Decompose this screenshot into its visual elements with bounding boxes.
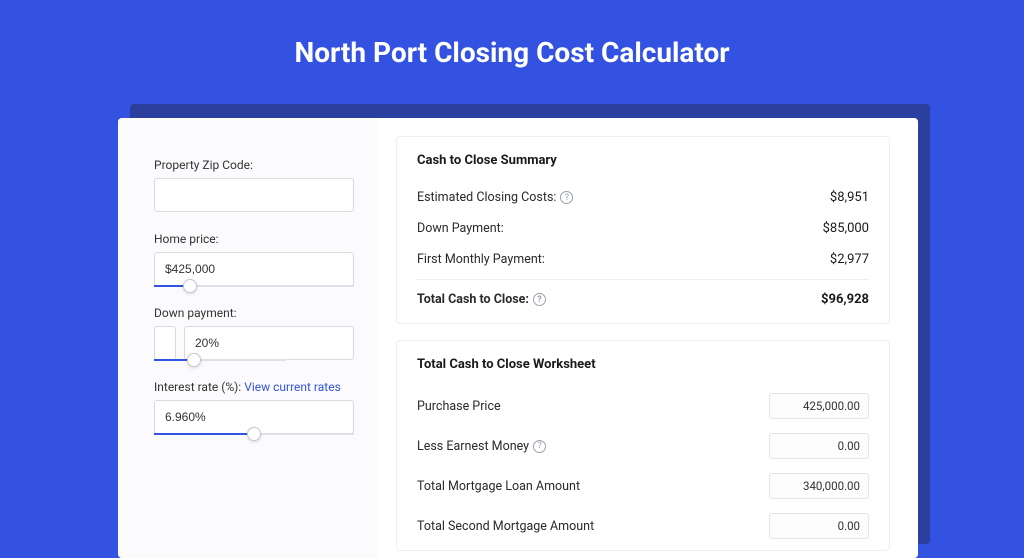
help-icon[interactable]: ? — [560, 191, 573, 204]
worksheet-rows: Purchase Price 425,000.00 Less Earnest Mon… — [417, 386, 869, 546]
view-rates-link[interactable]: View current rates — [244, 380, 341, 394]
summary-row-value: $2,977 — [830, 252, 869, 267]
worksheet-row: Less Earnest Money? 0.00 — [417, 426, 869, 466]
worksheet-row: Purchase Price 425,000.00 — [417, 386, 869, 426]
interest-rate-label-text: Interest rate (%): — [154, 380, 241, 394]
summary-row-label: Total Cash to Close:? — [417, 292, 546, 307]
summary-row-label: Down Payment: — [417, 221, 504, 236]
worksheet-title: Total Cash to Close Worksheet — [417, 357, 869, 372]
down-payment-group: Down payment: — [154, 306, 354, 360]
help-icon[interactable]: ? — [533, 293, 546, 306]
worksheet-panel: Total Cash to Close Worksheet Purchase P… — [396, 340, 890, 551]
zip-group: Property Zip Code: — [154, 158, 354, 212]
worksheet-row-label: Less Earnest Money? — [417, 439, 546, 454]
home-price-group: Home price: — [154, 232, 354, 286]
interest-rate-slider-thumb[interactable] — [247, 427, 261, 441]
down-payment-row — [154, 326, 354, 360]
worksheet-row-value[interactable]: 0.00 — [769, 433, 869, 459]
summary-rows: Estimated Closing Costs:? $8,951 Down Paym… — [417, 182, 869, 315]
worksheet-row-value[interactable]: 425,000.00 — [769, 393, 869, 419]
zip-input[interactable] — [154, 178, 354, 212]
down-payment-label: Down payment: — [154, 306, 354, 320]
home-price-slider-thumb[interactable] — [183, 279, 197, 293]
summary-row: Down Payment: $85,000 — [417, 213, 869, 244]
down-payment-pct-input[interactable] — [184, 326, 354, 360]
interest-rate-slider-fill — [154, 433, 254, 435]
summary-row: First Monthly Payment: $2,977 — [417, 244, 869, 275]
help-icon[interactable]: ? — [533, 440, 546, 453]
results-column: Cash to Close Summary Estimated Closing … — [378, 118, 918, 558]
worksheet-row-value[interactable]: 0.00 — [769, 513, 869, 539]
down-payment-input[interactable] — [154, 326, 176, 360]
interest-rate-group: Interest rate (%): View current rates — [154, 380, 354, 434]
home-price-label: Home price: — [154, 232, 354, 246]
summary-title: Cash to Close Summary — [417, 153, 869, 168]
down-payment-slider-thumb[interactable] — [187, 353, 201, 367]
summary-panel: Cash to Close Summary Estimated Closing … — [396, 136, 890, 324]
worksheet-row: Total Mortgage Loan Amount 340,000.00 — [417, 466, 869, 506]
zip-label: Property Zip Code: — [154, 158, 354, 172]
form-column: Property Zip Code: Home price: Down paym… — [118, 118, 378, 558]
summary-row-value: $96,928 — [821, 292, 869, 307]
worksheet-row-label: Purchase Price — [417, 399, 501, 414]
summary-row: Total Cash to Close:? $96,928 — [417, 279, 869, 315]
worksheet-row: Total Second Mortgage Amount 0.00 — [417, 506, 869, 546]
calculator-card: Property Zip Code: Home price: Down paym… — [118, 118, 918, 558]
interest-rate-slider-wrap — [154, 400, 354, 434]
summary-row-label: First Monthly Payment: — [417, 252, 545, 267]
summary-row-label: Estimated Closing Costs:? — [417, 190, 573, 205]
worksheet-row-label: Total Second Mortgage Amount — [417, 519, 594, 534]
summary-row-value: $85,000 — [823, 221, 869, 236]
worksheet-row-label: Total Mortgage Loan Amount — [417, 479, 580, 494]
worksheet-row-value[interactable]: 340,000.00 — [769, 473, 869, 499]
summary-row: Estimated Closing Costs:? $8,951 — [417, 182, 869, 213]
interest-rate-label: Interest rate (%): View current rates — [154, 380, 354, 394]
page-title: North Port Closing Cost Calculator — [0, 0, 1024, 93]
summary-row-value: $8,951 — [830, 190, 869, 205]
home-price-slider-wrap — [154, 252, 354, 286]
